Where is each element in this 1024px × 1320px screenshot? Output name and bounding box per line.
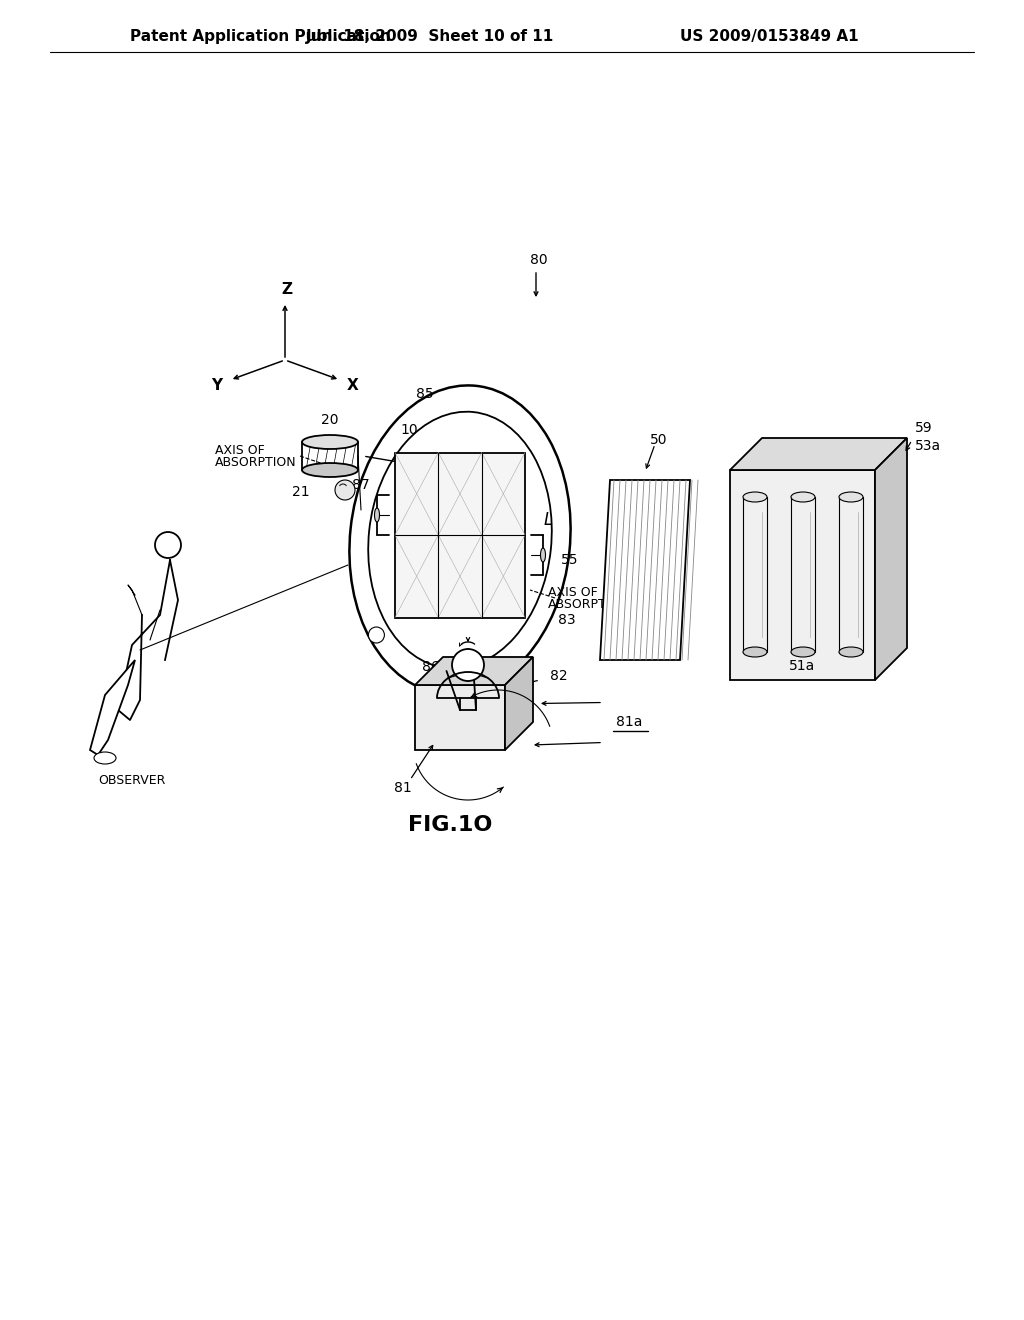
Text: ABSORPTION: ABSORPTION [548, 598, 630, 611]
Text: ABSORPTION: ABSORPTION [215, 455, 297, 469]
Polygon shape [730, 438, 907, 470]
Text: X: X [347, 379, 358, 393]
Text: 53a: 53a [915, 440, 941, 453]
Text: 86: 86 [422, 660, 440, 675]
Text: 80: 80 [530, 253, 548, 267]
Ellipse shape [94, 752, 116, 764]
Text: OBSERVER: OBSERVER [98, 774, 166, 787]
Circle shape [452, 649, 484, 681]
Text: 50: 50 [650, 433, 668, 447]
Ellipse shape [302, 436, 358, 449]
Text: 85: 85 [416, 387, 434, 401]
Ellipse shape [791, 647, 815, 657]
Text: 82: 82 [550, 669, 567, 682]
Text: L: L [544, 511, 553, 529]
Text: 20: 20 [322, 413, 339, 426]
Bar [730, 470, 874, 680]
Text: Jun. 18, 2009  Sheet 10 of 11: Jun. 18, 2009 Sheet 10 of 11 [306, 29, 554, 45]
Polygon shape [874, 438, 907, 680]
Ellipse shape [839, 492, 863, 502]
Text: US 2009/0153849 A1: US 2009/0153849 A1 [680, 29, 859, 45]
Text: 83: 83 [558, 612, 575, 627]
Ellipse shape [302, 463, 358, 477]
Text: 81: 81 [394, 781, 412, 795]
Circle shape [335, 480, 355, 500]
Ellipse shape [369, 412, 552, 668]
Text: 10: 10 [400, 424, 418, 437]
Text: 81a: 81a [616, 715, 642, 730]
Text: Z: Z [282, 282, 293, 297]
Text: FIG.1O: FIG.1O [408, 814, 493, 836]
Circle shape [369, 627, 384, 643]
Text: AXIS OF: AXIS OF [215, 444, 265, 457]
Polygon shape [600, 480, 690, 660]
Text: 51a: 51a [790, 659, 816, 673]
Text: 87: 87 [352, 478, 370, 492]
Ellipse shape [791, 492, 815, 502]
Text: 55: 55 [560, 553, 578, 568]
Text: Y: Y [211, 379, 222, 393]
Ellipse shape [839, 647, 863, 657]
Text: 59: 59 [915, 421, 933, 436]
Bar [395, 453, 525, 618]
Polygon shape [505, 657, 534, 750]
Circle shape [155, 532, 181, 558]
Ellipse shape [743, 647, 767, 657]
Bar [415, 685, 505, 750]
Text: Patent Application Publication: Patent Application Publication [130, 29, 391, 45]
Polygon shape [90, 660, 135, 755]
Polygon shape [415, 657, 534, 685]
Ellipse shape [743, 492, 767, 502]
Ellipse shape [375, 508, 380, 521]
Ellipse shape [541, 548, 546, 562]
Text: 21: 21 [293, 484, 310, 499]
Text: AXIS OF: AXIS OF [548, 586, 598, 599]
